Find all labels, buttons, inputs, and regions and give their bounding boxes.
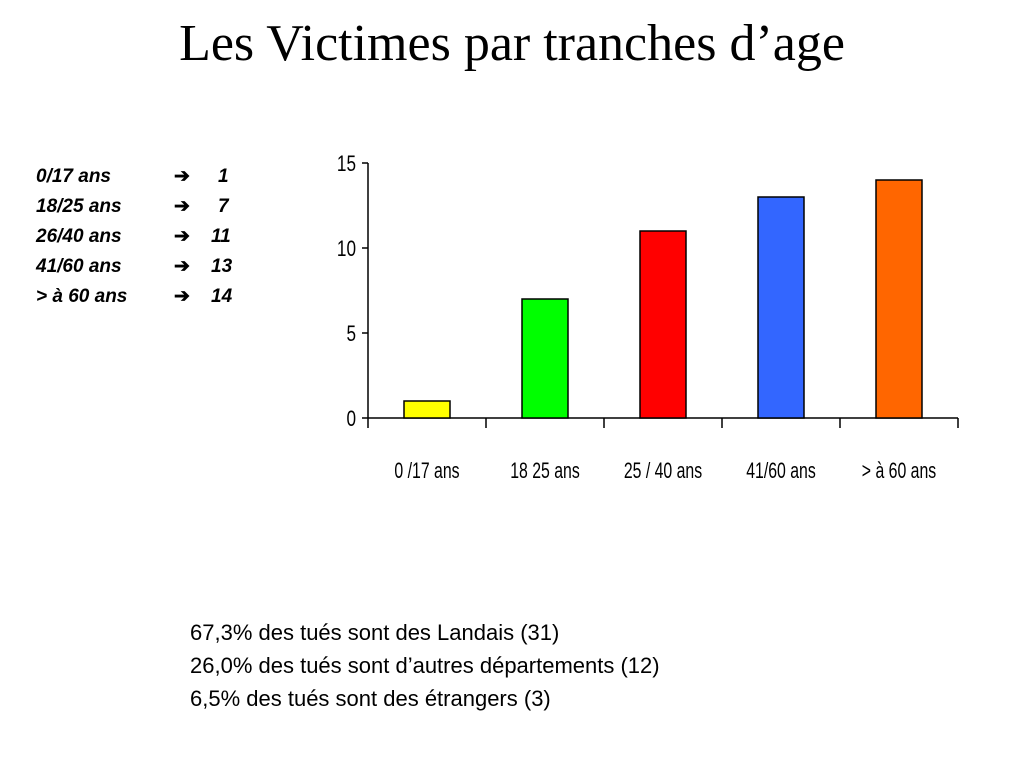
x-tick-label: 0 /17 ans	[394, 460, 459, 484]
y-tick-label: 10	[337, 237, 356, 262]
bar-chart: 0 5 10 15 0 /17 ans 18 25 ans 25 / 40 ans 41/60…	[337, 152, 959, 484]
arrow-right-icon: ➔	[174, 166, 190, 187]
note-line: 6,5% des tués sont des étrangers (3)	[190, 686, 551, 711]
y-tick-label: 15	[337, 152, 356, 177]
statistics-notes: 67,3% des tués sont des Landais (31) 26,…	[190, 616, 660, 715]
x-tick-label: > à 60 ans	[862, 460, 936, 484]
bar	[639, 230, 687, 419]
list-item-label: 18/25 ans	[36, 196, 122, 217]
list-item-label: > à 60 ans	[36, 286, 128, 307]
page-title: Les Victimes par tranches d’age	[179, 15, 845, 72]
list-item-value: 1	[218, 166, 229, 187]
y-tick-label: 0	[346, 407, 356, 432]
arrow-right-icon: ➔	[174, 286, 190, 307]
arrow-right-icon: ➔	[174, 256, 190, 277]
x-tick-label: 41/60 ans	[746, 460, 816, 484]
bar	[875, 179, 923, 419]
bar	[521, 298, 569, 419]
bar	[757, 196, 805, 419]
list-item-value: 13	[211, 256, 233, 277]
list-item-value: 7	[218, 196, 229, 217]
list-item-label: 0/17 ans	[36, 166, 111, 187]
x-tick-label: 18 25 ans	[510, 460, 580, 484]
note-line: 26,0% des tués sont d’autres département…	[190, 653, 660, 678]
list-item-label: 41/60 ans	[36, 256, 122, 277]
list-item-value: 14	[211, 286, 233, 307]
x-tick-label: 25 / 40 ans	[624, 460, 702, 484]
list-item-value: 11	[211, 226, 231, 247]
bar	[403, 400, 451, 419]
note-line: 67,3% des tués sont des Landais (31)	[190, 620, 560, 645]
y-tick-label: 5	[346, 322, 356, 347]
arrow-right-icon: ➔	[174, 196, 190, 217]
arrow-right-icon: ➔	[174, 226, 190, 247]
list-item-label: 26/40 ans	[36, 226, 122, 247]
